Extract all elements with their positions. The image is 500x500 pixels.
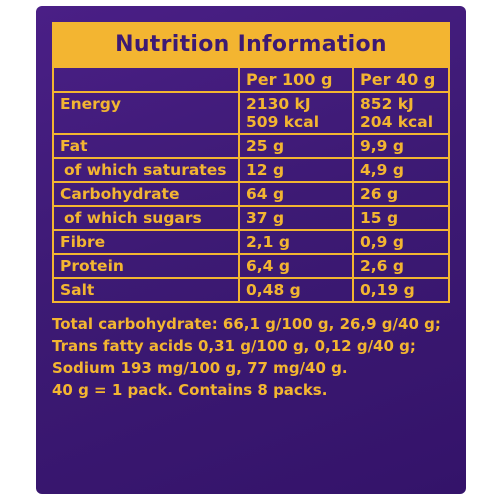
table-row-energy: Energy 2130 kJ 509 kcal 852 kJ 204 kcal <box>52 91 450 135</box>
table-row-protein: Protein 6,4 g 2,6 g <box>52 253 450 279</box>
header-nutrient <box>52 66 240 93</box>
row-value-40g: 0,9 g <box>352 229 450 255</box>
row-value-100g: 2130 kJ 509 kcal <box>238 91 354 135</box>
row-value-100g: 25 g <box>238 133 354 159</box>
row-label: Protein <box>52 253 240 279</box>
table-row-sugars: of which sugars 37 g 15 g <box>52 205 450 231</box>
row-label: Carbohydrate <box>52 181 240 207</box>
row-value-40g: 852 kJ 204 kcal <box>352 91 450 135</box>
row-value-40g: 2,6 g <box>352 253 450 279</box>
row-value-40g: 26 g <box>352 181 450 207</box>
row-value-40g: 4,9 g <box>352 157 450 183</box>
table-row-salt: Salt 0,48 g 0,19 g <box>52 277 450 303</box>
row-value-100g: 12 g <box>238 157 354 183</box>
row-value-100g: 0,48 g <box>238 277 354 303</box>
footnote-sodium: Sodium 193 mg/100 g, 77 mg/40 g. <box>52 359 348 377</box>
row-label: Salt <box>52 277 240 303</box>
row-value-100g: 64 g <box>238 181 354 207</box>
energy-kj-40g: 852 kJ <box>360 95 414 113</box>
row-label: Fat <box>52 133 240 159</box>
row-value-40g: 0,19 g <box>352 277 450 303</box>
row-value-40g: 15 g <box>352 205 450 231</box>
nutrition-label: Nutrition Information Per 100 g Per 40 g… <box>52 22 450 401</box>
row-label: of which saturates <box>52 157 240 183</box>
row-value-100g: 37 g <box>238 205 354 231</box>
table-row-fat: Fat 25 g 9,9 g <box>52 133 450 159</box>
row-value-40g: 9,9 g <box>352 133 450 159</box>
table-row-carbohydrate: Carbohydrate 64 g 26 g <box>52 181 450 207</box>
table-header-row: Per 100 g Per 40 g <box>52 66 450 93</box>
row-value-100g: 6,4 g <box>238 253 354 279</box>
row-label: of which sugars <box>52 205 240 231</box>
row-label: Fibre <box>52 229 240 255</box>
energy-kj-100g: 2130 kJ <box>246 95 311 113</box>
header-per-100g: Per 100 g <box>238 66 354 93</box>
energy-kcal-100g: 509 kcal <box>246 113 320 131</box>
table-row-saturates: of which saturates 12 g 4,9 g <box>52 157 450 183</box>
nutrition-table: Per 100 g Per 40 g Energy 2130 kJ 509 kc… <box>52 66 450 303</box>
table-row-fibre: Fibre 2,1 g 0,9 g <box>52 229 450 255</box>
footnote-pack-info: 40 g = 1 pack. Contains 8 packs. <box>52 381 328 399</box>
row-label: Energy <box>52 91 240 135</box>
nutrition-title: Nutrition Information <box>52 22 450 66</box>
header-per-40g: Per 40 g <box>352 66 450 93</box>
row-value-100g: 2,1 g <box>238 229 354 255</box>
energy-kcal-40g: 204 kcal <box>360 113 434 131</box>
footnote-trans-fat: Trans fatty acids 0,31 g/100 g, 0,12 g/4… <box>52 337 416 355</box>
package-background: Nutrition Information Per 100 g Per 40 g… <box>36 6 466 494</box>
footnote-total-carbohydrate: Total carbohydrate: 66,1 g/100 g, 26,9 g… <box>52 315 441 333</box>
footnotes: Total carbohydrate: 66,1 g/100 g, 26,9 g… <box>52 313 450 401</box>
